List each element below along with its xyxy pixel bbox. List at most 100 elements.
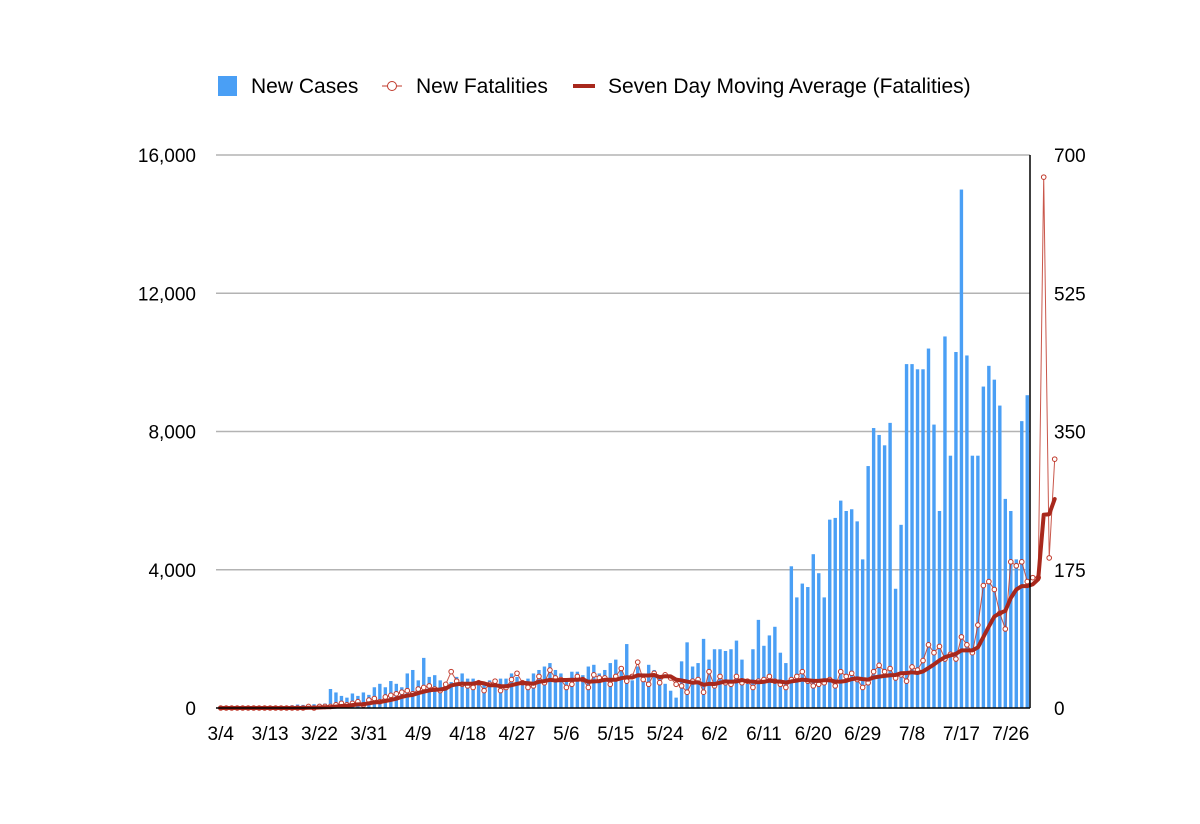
bar-new-cases — [844, 510, 848, 708]
bar-new-cases — [1003, 498, 1008, 708]
bar-new-cases — [515, 676, 519, 708]
x-tick-label: 7/8 — [899, 724, 925, 745]
y-left-tick-label: 12,000 — [138, 284, 196, 305]
marker-new-fatalities — [634, 659, 641, 665]
marker-new-fatalities — [986, 578, 992, 585]
marker-new-fatalities — [783, 684, 789, 691]
bar-new-cases — [926, 348, 931, 708]
bar-new-cases — [795, 597, 799, 708]
bar-new-cases — [756, 619, 761, 708]
marker-new-fatalities — [514, 670, 520, 677]
bar-new-cases — [597, 673, 602, 708]
bar-new-cases — [449, 682, 453, 708]
bar-new-cases — [487, 680, 492, 708]
marker-new-fatalities — [508, 676, 515, 683]
bar-new-cases — [899, 524, 903, 708]
marker-new-fatalities — [420, 684, 427, 691]
x-tick-label: 4/18 — [449, 724, 486, 745]
x-tick-label: 6/2 — [701, 724, 727, 745]
bar-new-cases — [641, 673, 645, 708]
bar-new-cases — [767, 635, 772, 708]
x-tick-label: 4/27 — [499, 724, 536, 745]
bar-new-cases — [493, 680, 497, 708]
bar-new-cases — [690, 666, 695, 708]
bar-new-cases — [992, 379, 997, 708]
bar-new-cases — [378, 683, 382, 708]
marker-new-fatalities — [909, 664, 915, 670]
bar-new-cases — [806, 587, 810, 708]
marker-new-fatalities — [1046, 555, 1053, 561]
bar-new-cases — [696, 663, 700, 708]
marker-new-fatalities — [388, 692, 394, 699]
bar-new-cases — [361, 692, 366, 708]
bar-new-cases — [866, 466, 870, 708]
bar-new-cases — [860, 559, 865, 708]
bar-new-cases — [328, 688, 333, 708]
bar-new-cases — [877, 434, 881, 708]
bar-new-cases — [526, 678, 530, 708]
bar-new-cases — [438, 680, 442, 708]
bar-new-cases — [751, 649, 755, 708]
bar-new-cases — [712, 649, 717, 708]
bar-new-cases — [959, 189, 964, 708]
marker-new-fatalities — [585, 684, 592, 691]
marker-new-fatalities — [481, 687, 487, 694]
bar-new-cases — [657, 678, 662, 708]
marker-new-fatalities — [733, 673, 740, 680]
marker-new-fatalities — [931, 649, 937, 656]
marker-new-fatalities — [837, 668, 844, 675]
marker-new-fatalities — [980, 582, 987, 589]
bar-new-cases — [800, 583, 805, 708]
bar-new-cases — [921, 369, 925, 708]
marker-new-fatalities — [673, 681, 679, 688]
x-tick-label: 5/6 — [553, 724, 579, 745]
bar-new-cases — [998, 405, 1002, 708]
marker-new-fatalities — [766, 673, 773, 680]
bar-new-cases — [685, 642, 689, 708]
bar-new-cases — [970, 455, 975, 708]
bar-new-cases — [668, 690, 673, 708]
bar-new-cases — [871, 428, 876, 708]
x-tick-label: 6/20 — [795, 724, 832, 745]
tick-labels: 0 4,000 8,000 12,000 16,000 0 175 350 525 700 3/4 3… — [138, 146, 1086, 745]
gridlines — [216, 154, 1030, 571]
x-tick-label: 5/24 — [647, 724, 684, 745]
bar-new-cases — [855, 521, 859, 708]
bar-new-cases — [592, 664, 596, 708]
marker-new-fatalities — [903, 678, 910, 684]
marker-new-fatalities — [925, 642, 932, 648]
y-left-tick-label: 0 — [185, 699, 196, 720]
marker-new-fatalities — [640, 676, 647, 683]
bar-new-cases — [789, 566, 794, 708]
marker-new-fatalities — [607, 681, 614, 688]
bar-new-cases — [559, 673, 563, 708]
marker-new-fatalities — [991, 586, 998, 593]
marker-new-fatalities — [887, 665, 893, 672]
marker-new-fatalities — [525, 684, 531, 691]
marker-new-fatalities — [618, 665, 625, 672]
y-right-tick-label: 700 — [1054, 146, 1086, 167]
marker-new-fatalities — [678, 683, 685, 689]
legend-marker-new-fatalities — [387, 81, 397, 91]
bar-new-cases — [636, 666, 640, 708]
marker-new-fatalities — [876, 662, 882, 669]
marker-new-fatalities — [700, 689, 707, 696]
marker-new-fatalities — [404, 687, 411, 694]
marker-new-fatalities — [1051, 456, 1058, 462]
moving-average-series — [218, 497, 1057, 710]
bar-new-cases — [976, 455, 980, 708]
bar-new-cases — [932, 424, 936, 708]
marker-new-fatalities — [848, 670, 855, 677]
y-right-tick-label: 525 — [1054, 284, 1086, 305]
marker-new-fatalities — [832, 683, 839, 689]
marker-new-fatalities — [1024, 578, 1031, 585]
marker-new-fatalities — [497, 687, 504, 694]
bar-new-cases — [465, 678, 470, 708]
marker-new-fatalities — [953, 656, 959, 662]
legend-label-moving-average: Seven Day Moving Average (Fatalities) — [608, 75, 971, 98]
bar-new-cases — [471, 678, 475, 708]
marker-new-fatalities — [1029, 574, 1036, 581]
bar-new-cases — [619, 668, 623, 708]
marker-new-fatalities — [492, 678, 498, 684]
